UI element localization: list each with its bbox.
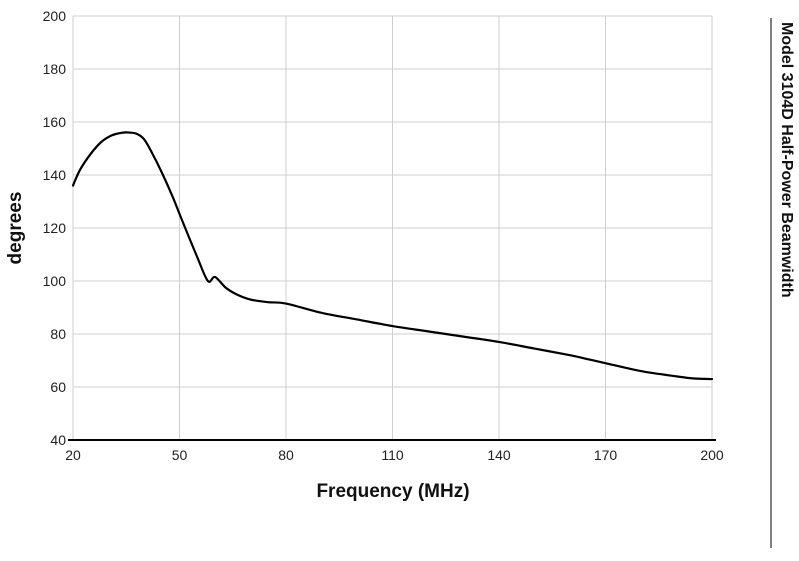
y-tick-label: 80 [50, 326, 66, 342]
x-tick-labels: 20 50 80 110 140 170 200 [65, 447, 724, 463]
x-axis-title: Frequency (MHz) [316, 481, 469, 502]
y-tick-label: 140 [43, 167, 67, 183]
x-tick-label: 110 [381, 447, 404, 463]
chart-title: Model 3104D Half-Power Beamwidth [778, 22, 795, 298]
x-tick-label: 20 [65, 447, 81, 463]
y-tick-label: 180 [43, 61, 67, 77]
x-tick-label: 80 [278, 447, 294, 463]
y-tick-label: 160 [43, 114, 67, 130]
x-tick-label: 50 [172, 447, 188, 463]
beamwidth-line [71, 131, 714, 381]
x-tick-label: 200 [700, 447, 724, 463]
y-tick-label: 40 [50, 432, 66, 448]
y-tick-label: 100 [43, 273, 67, 289]
y-tick-labels: 200 180 160 140 120 100 80 60 40 [43, 8, 67, 448]
y-axis-title: degrees [5, 192, 26, 265]
y-tick-label: 200 [43, 8, 67, 24]
y-tick-label: 60 [50, 379, 66, 395]
y-tick-label: 120 [43, 220, 67, 236]
grid-lines [72, 15, 713, 440]
x-tick-label: 170 [594, 447, 618, 463]
x-tick-label: 140 [487, 447, 511, 463]
